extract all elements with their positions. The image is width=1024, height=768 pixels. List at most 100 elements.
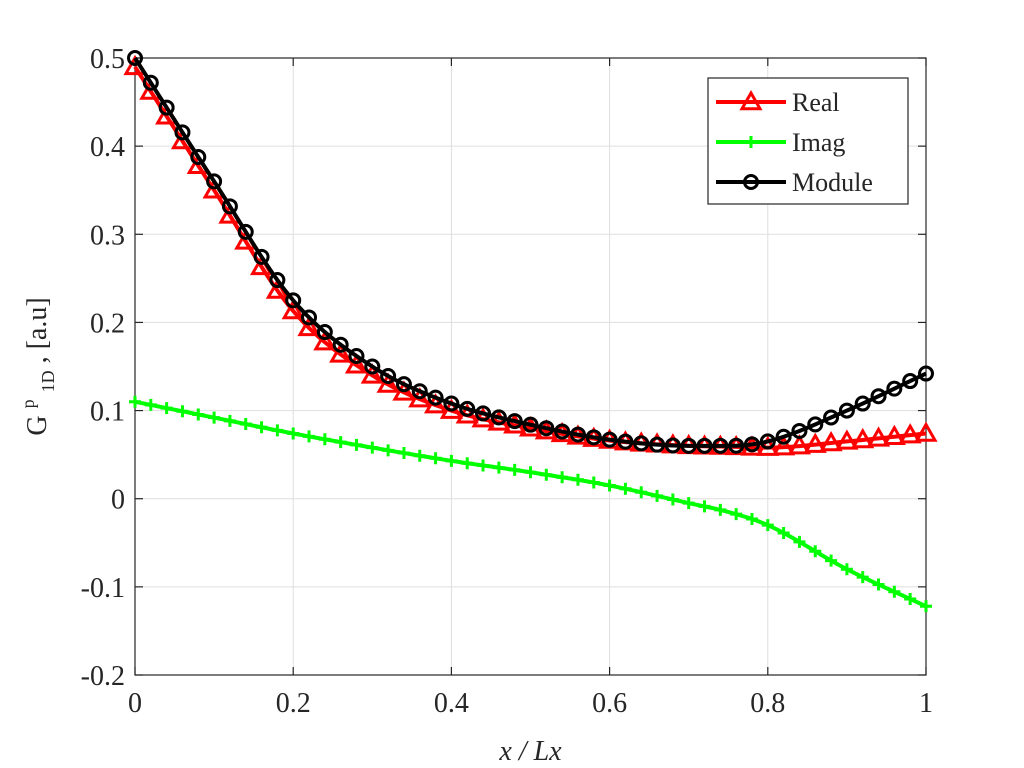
legend-item-imag: Imag (716, 128, 845, 157)
x-tick-label: 1 (919, 688, 933, 719)
marker-triangle (819, 430, 843, 452)
marker-plus (208, 411, 221, 424)
marker-triangle (787, 434, 812, 455)
marker-triangle (329, 342, 353, 363)
y-tick-label: 0.3 (90, 220, 125, 251)
marker-circle (443, 395, 460, 412)
marker-circle (190, 149, 207, 166)
y-tick-label: -0.1 (81, 573, 125, 604)
marker-plus (651, 489, 664, 502)
marker-plus (714, 503, 727, 516)
marker-plus (318, 433, 331, 446)
marker-circle (364, 358, 381, 375)
marker-circle (791, 422, 808, 439)
marker-circle (870, 388, 887, 405)
marker-circle (269, 272, 286, 289)
marker-triangle (882, 424, 906, 445)
series-imag (129, 395, 932, 613)
marker-plus (556, 471, 569, 484)
x-tick-label: 0.6 (592, 688, 627, 719)
marker-plus (176, 405, 189, 418)
marker-plus (492, 461, 505, 474)
y-axis-label-suffix: , [a.u] (22, 297, 53, 363)
marker-circle (712, 437, 729, 454)
marker-plus (334, 436, 347, 449)
x-axis-label: x / Lx (498, 736, 562, 767)
marker-plus (825, 554, 838, 567)
marker-plus (397, 447, 410, 460)
marker-triangle (281, 298, 305, 320)
legend-items: Real Imag Module (716, 88, 873, 197)
y-axis-label-subscript: 1D (38, 370, 58, 392)
y-tick-label: 0.5 (90, 44, 125, 75)
marker-circle (237, 223, 254, 240)
marker-plus (856, 571, 869, 584)
y-tick-label: 0 (111, 485, 125, 516)
marker-plus (730, 508, 743, 521)
marker-circle (221, 198, 238, 215)
marker-plus (761, 519, 774, 532)
marker-plus (745, 513, 758, 526)
marker-plus (192, 408, 205, 421)
marker-plus (461, 457, 474, 470)
marker-circle (854, 395, 871, 412)
marker-plus (587, 476, 600, 489)
marker-plus (223, 414, 236, 427)
legend-label-module: Module (792, 168, 873, 197)
marker-circle (649, 436, 666, 453)
marker-circle (459, 400, 476, 417)
marker-circle (554, 423, 571, 440)
marker-circle (633, 435, 650, 452)
x-tick-label: 0 (128, 688, 142, 719)
marker-triangle (851, 427, 875, 449)
marker-plus (635, 486, 648, 499)
marker-plus (508, 463, 521, 476)
marker-plus (366, 441, 379, 454)
marker-triangle (392, 380, 416, 401)
marker-plus (920, 600, 932, 613)
marker-circle (918, 365, 934, 382)
marker-circle (601, 431, 618, 448)
marker-plus (904, 592, 917, 605)
marker-triangle (914, 421, 938, 442)
marker-triangle (835, 429, 859, 450)
marker-circle (285, 292, 302, 309)
legend-label-real: Real (792, 88, 840, 117)
marker-plus (745, 136, 757, 148)
marker-plus (413, 449, 426, 462)
marker-circle (206, 173, 223, 190)
marker-plus (682, 497, 695, 510)
marker-triangle (772, 435, 796, 456)
marker-plus (445, 454, 458, 467)
marker-triangle (408, 387, 432, 408)
marker-circle (427, 389, 444, 406)
marker-circle (585, 429, 602, 446)
marker-plus (793, 535, 806, 548)
marker-circle (743, 436, 760, 453)
marker-plus (287, 427, 300, 440)
y-tick-label: 0.4 (90, 132, 125, 163)
marker-plus (271, 424, 284, 437)
marker-circle (886, 380, 903, 397)
marker-circle (743, 174, 759, 190)
marker-circle (332, 336, 349, 353)
marker-circle (490, 409, 507, 426)
legend-item-real: Real (716, 88, 840, 117)
axis-ticks: 0 0.2 0.4 0.6 0.8 1 -0.2 -0.1 0 0.1 0.2 0.3 0.4 0.5 (81, 44, 933, 719)
marker-circle (680, 437, 697, 454)
y-axis-label-superscript: p (18, 399, 38, 408)
marker-circle (411, 383, 428, 400)
marker-triangle (313, 330, 337, 351)
marker-circle (301, 309, 318, 326)
marker-plus (540, 468, 553, 481)
marker-circle (158, 99, 175, 116)
marker-triangle (866, 426, 891, 447)
marker-plus (382, 444, 395, 457)
marker-plus (571, 473, 584, 486)
marker-plus (524, 466, 537, 479)
y-tick-label: -0.2 (81, 661, 125, 692)
x-tick-label: 0.4 (434, 688, 469, 719)
marker-triangle (344, 353, 369, 374)
marker-plus (619, 482, 632, 495)
marker-circle (696, 437, 713, 454)
